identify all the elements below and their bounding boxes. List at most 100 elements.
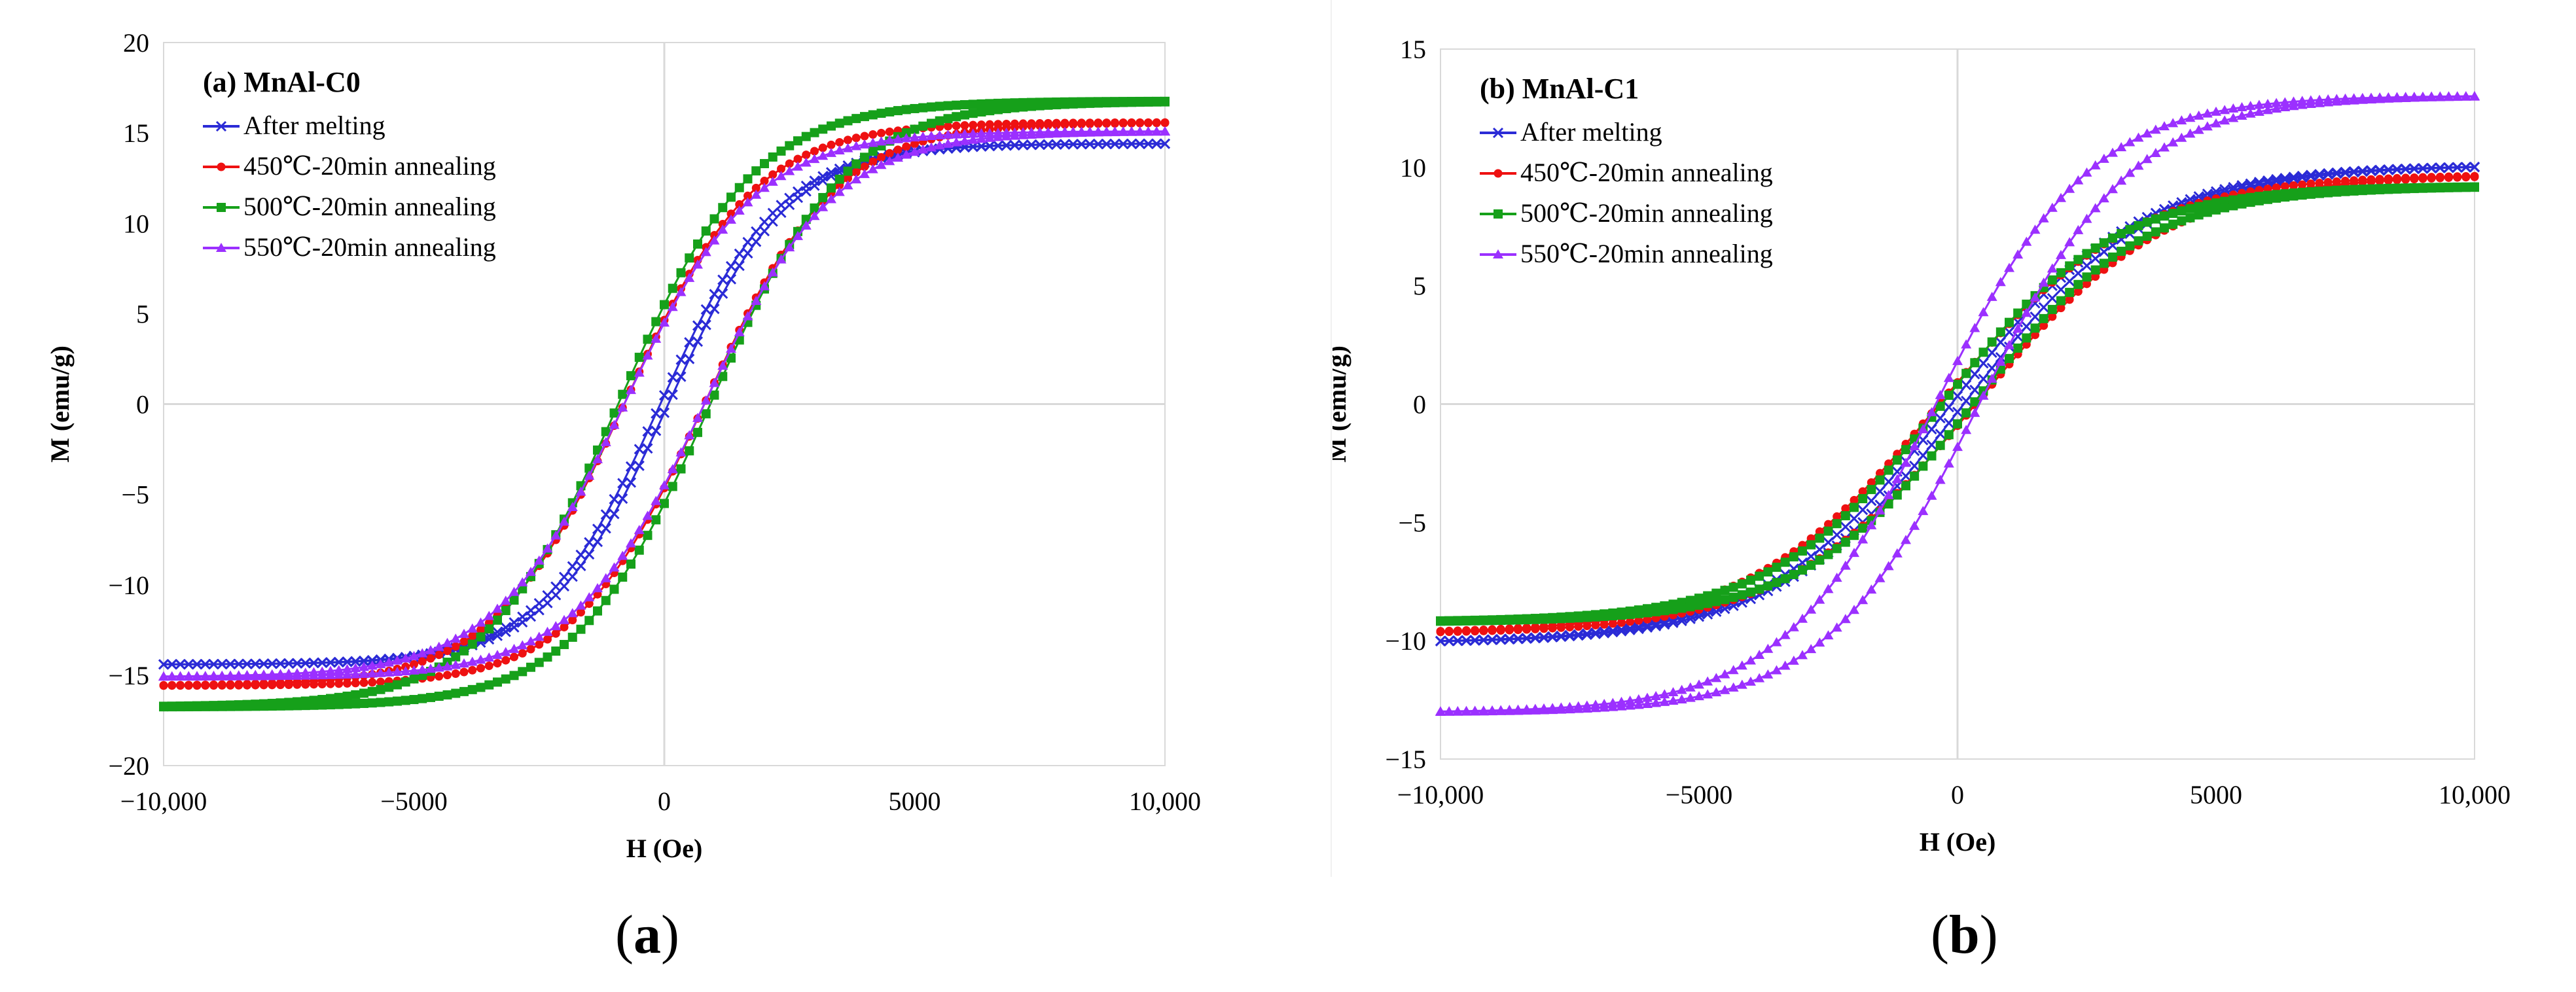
chart-a-data-point: [692, 412, 703, 422]
chart-a-data-point: [867, 137, 878, 147]
chart-a-data-point: [926, 130, 937, 140]
chart-a-data-point: [575, 600, 586, 610]
chart-b-data-point: [1857, 534, 1869, 544]
chart-a-data-point: [810, 128, 819, 137]
chart-b-data-point: [2427, 174, 2436, 183]
chart-a-data-point: [634, 525, 645, 535]
chart-a-data-point: [959, 135, 970, 145]
chart-a-data-point: [351, 699, 361, 709]
chart-a-data-point: [743, 191, 752, 200]
chart-a-data-point: [1001, 131, 1012, 141]
chart-b-data-point: [1943, 458, 1954, 468]
chart-a-data-point: [601, 427, 611, 436]
chart-a-data-point: [475, 654, 486, 664]
chart-b-data-point: [1969, 323, 1980, 332]
chart-a-data-point: [283, 671, 295, 681]
chart-a-data-point: [451, 669, 460, 678]
chart-a-data-point: [468, 631, 477, 641]
chart-a-data-point: [351, 679, 360, 688]
chart-a-data-point: [1052, 120, 1061, 130]
chart-a-data-point: [542, 543, 553, 553]
chart-b-data-point: [1849, 548, 1859, 558]
chart-b-data-point: [1728, 665, 1739, 675]
chart-a-data-point: [693, 427, 702, 437]
chart-b-data-point: [2332, 187, 2342, 197]
chart-b-data-point: [2193, 124, 2204, 134]
chart-a-data-point: [1001, 104, 1011, 114]
chart-b-data-point: [1762, 643, 1774, 653]
chart-a-data-point: [667, 302, 678, 311]
chart-a-data-point: [834, 118, 844, 128]
chart-a-data-point: [451, 642, 460, 651]
chart-b-data-point: [1850, 531, 1859, 540]
chart-a-data-point: [1059, 139, 1071, 150]
chart-a-data-point: [767, 176, 778, 186]
chart-a-legend-marker: [215, 120, 227, 132]
chart-b-xtick-label: −10,000: [1397, 780, 1484, 809]
chart-a-data-point: [1060, 120, 1069, 129]
chart-a-data-point: [1111, 119, 1119, 128]
chart-a-data-point: [258, 658, 270, 669]
chart-b-data-point: [2090, 160, 2101, 169]
chart-a-data-point: [643, 531, 653, 540]
chart-b-data-point: [1995, 327, 2005, 337]
chart-a-data-point: [1027, 122, 1036, 131]
chart-a-data-point: [910, 103, 920, 113]
chart-b-data-point: [2367, 177, 2376, 186]
chart-a-data-point: [450, 633, 461, 643]
chart-b-data-point: [1814, 637, 1825, 647]
chart-b-data-point: [1884, 465, 1893, 475]
chart-a-data-point: [217, 701, 227, 711]
chart-a-data-point: [517, 616, 528, 628]
chart-a-data-point: [700, 304, 711, 315]
chart-b-data-point: [2030, 311, 2041, 323]
chart-a-data-point: [893, 133, 903, 143]
chart-a-data-point: [651, 495, 662, 505]
chart-a-data-point: [451, 688, 461, 698]
chart-b-data-point: [1538, 632, 1550, 643]
chart-b-legend-marker: [1493, 249, 1503, 258]
chart-b-legend-label: 450℃-20min annealing: [1520, 158, 1773, 187]
chart-b-data-point: [2064, 237, 2075, 247]
chart-a-data-point: [1159, 138, 1171, 149]
chart-b-data-point: [1866, 520, 1877, 529]
chart-a-data-point: [217, 681, 226, 690]
chart-b-data-point: [1607, 701, 1619, 711]
chart-a-data-point: [367, 660, 378, 670]
chart-a-data-point: [526, 662, 535, 672]
chart-a-data-point: [376, 698, 385, 707]
chart-b-data-point: [1797, 613, 1808, 623]
chart-a-data-point: [333, 665, 344, 675]
chart-a-data-point: [1094, 119, 1103, 128]
chart-b-ytick-label: −15: [1385, 745, 1426, 774]
chart-a-data-point: [476, 664, 485, 673]
chart-a-data-point: [634, 444, 645, 455]
chart-b-data-point: [1719, 684, 1730, 694]
chart-a-data-point: [1151, 126, 1162, 136]
chart-b-data-point: [1659, 696, 1670, 706]
chart-a-data-point: [817, 202, 829, 211]
chart-a-data-point: [700, 395, 711, 405]
chart-b-data-point: [2150, 124, 2161, 134]
chart-a-data-point: [368, 678, 377, 687]
chart-b-data-point: [1814, 544, 1825, 555]
chart-a-ytick-label: −10: [108, 571, 149, 600]
chart-b-data-point: [2193, 110, 2204, 120]
chart-b-data-point: [1978, 307, 1989, 317]
chart-b-data-point: [1935, 401, 1945, 411]
chart-b-data-point: [1935, 429, 1946, 440]
chart-a-data-point: [877, 128, 885, 137]
chart-a-data-point: [492, 650, 503, 660]
chart-b-xtick-label: 0: [1951, 780, 1964, 809]
chart-b-data-point: [1797, 650, 1808, 660]
chart-b-data-point: [1995, 336, 2006, 348]
chart-a-data-point: [342, 664, 353, 673]
chart-a-data-point: [768, 170, 778, 179]
chart-b-data-point: [1624, 700, 1636, 710]
chart-b-data-point: [2470, 172, 2479, 181]
chart-a-data-point: [1126, 138, 1137, 149]
chart-b-data-point: [1780, 629, 1791, 639]
chart-a-data-point: [967, 134, 978, 144]
chart-a-data-point: [400, 653, 411, 663]
chart-b-data-point: [1926, 407, 1937, 417]
